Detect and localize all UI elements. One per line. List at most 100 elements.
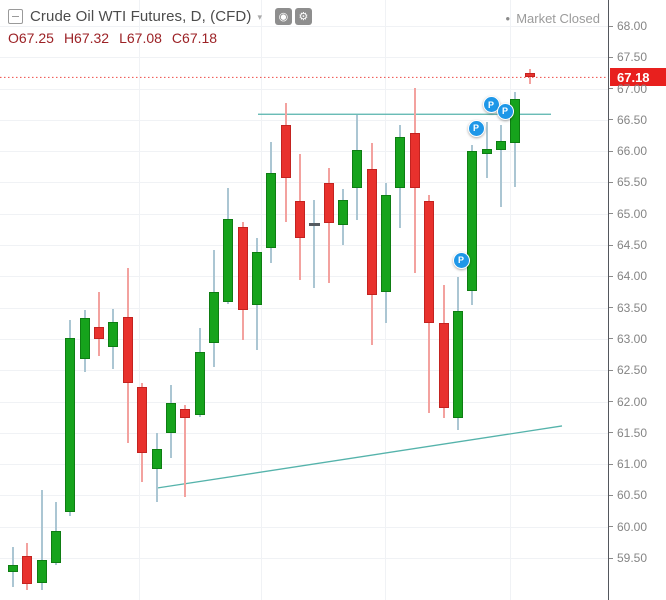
ohlc-item: L67.08 bbox=[119, 30, 162, 46]
grid-line-horizontal bbox=[0, 245, 608, 247]
axis-tick-icon bbox=[609, 369, 613, 371]
axis-tick-icon bbox=[609, 526, 613, 528]
axis-tick-icon bbox=[609, 401, 613, 403]
candle-body bbox=[510, 99, 521, 144]
grid-line-horizontal bbox=[0, 526, 608, 528]
grid-line-horizontal bbox=[0, 370, 608, 372]
symbol-title[interactable]: Crude Oil WTI Futures, D, (CFD) bbox=[30, 7, 252, 25]
axis-tick-icon bbox=[609, 150, 613, 152]
grid-line-horizontal bbox=[0, 432, 608, 434]
price-axis-label: 65.50 bbox=[609, 174, 666, 190]
price-axis-label: 61.00 bbox=[609, 456, 666, 472]
price-axis[interactable]: 67.18 68.00 67.50 67.00 66.50 66.00 65.50 65.0… bbox=[608, 0, 666, 600]
candle-body bbox=[223, 218, 234, 302]
price-axis-label: 68.00 bbox=[609, 18, 666, 34]
chevron-down-icon[interactable]: ▾ bbox=[257, 11, 262, 22]
candle-wick bbox=[184, 404, 187, 498]
price-axis-label: 65.00 bbox=[609, 206, 666, 222]
gear-icon[interactable]: ⚙ bbox=[294, 7, 312, 25]
grid-line-horizontal bbox=[0, 307, 608, 309]
candle-body bbox=[352, 149, 363, 189]
grid-line-horizontal bbox=[0, 495, 608, 497]
candle-body bbox=[79, 318, 90, 359]
candle-body bbox=[208, 292, 219, 343]
ohlc-item: C67.18 bbox=[171, 30, 218, 46]
candle-body bbox=[65, 337, 76, 512]
axis-tick-icon bbox=[609, 181, 613, 183]
candle-body bbox=[338, 200, 349, 226]
candle-body bbox=[194, 352, 205, 416]
position-marker[interactable]: P bbox=[452, 251, 470, 269]
price-axis-label: 61.50 bbox=[609, 425, 666, 441]
drawings-overlay bbox=[0, 76, 608, 489]
grid-line-horizontal bbox=[0, 57, 608, 59]
axis-tick-icon bbox=[609, 432, 613, 434]
candle-body bbox=[180, 409, 191, 418]
candle-body bbox=[524, 72, 535, 78]
grid-line-horizontal bbox=[0, 119, 608, 121]
ohlc-readout: O67.25 H67.32 L67.08 C67.18 bbox=[8, 30, 312, 46]
price-axis-label: 63.00 bbox=[609, 331, 666, 347]
current-price-tag: 67.18 bbox=[610, 68, 666, 87]
candle-body bbox=[323, 183, 334, 224]
eye-toggle-icon[interactable]: ◉ bbox=[274, 7, 292, 25]
candle-body bbox=[424, 201, 435, 323]
price-axis-label: 66.00 bbox=[609, 143, 666, 159]
axis-tick-icon bbox=[609, 119, 613, 121]
axis-tick-icon bbox=[609, 213, 613, 215]
candle-body bbox=[409, 133, 420, 189]
candle-body bbox=[266, 173, 277, 249]
candle-body bbox=[137, 387, 148, 453]
candle-body bbox=[452, 310, 463, 418]
candle-body bbox=[295, 201, 305, 239]
candle-body bbox=[237, 226, 248, 311]
grid-line-horizontal bbox=[0, 26, 608, 27]
axis-tick-icon bbox=[609, 275, 613, 277]
grid-line-horizontal bbox=[0, 464, 608, 466]
grid-line-horizontal bbox=[0, 558, 608, 559]
trendline-support[interactable] bbox=[157, 425, 563, 489]
ohlc-item: H67.32 bbox=[63, 30, 110, 46]
grid-line-horizontal bbox=[0, 401, 608, 403]
axis-tick-icon bbox=[609, 25, 613, 27]
candle-body bbox=[165, 402, 176, 433]
price-axis-label: 59.50 bbox=[609, 550, 666, 566]
status-dot-icon: ● bbox=[505, 14, 511, 23]
price-axis-label: 67.00 bbox=[609, 81, 666, 97]
candle-wick bbox=[499, 124, 502, 207]
grid-line-horizontal bbox=[0, 338, 608, 340]
candle-body bbox=[22, 556, 33, 584]
axis-tick-icon bbox=[609, 338, 613, 340]
candle-body bbox=[309, 223, 321, 227]
candle-body bbox=[151, 449, 162, 470]
candle-body bbox=[108, 322, 119, 348]
candle-wick bbox=[327, 168, 330, 284]
price-axis-label: 64.50 bbox=[609, 237, 666, 253]
grid-line-horizontal bbox=[0, 88, 608, 90]
price-axis-label: 66.50 bbox=[609, 112, 666, 128]
position-marker[interactable]: P bbox=[496, 102, 514, 120]
candle-wick bbox=[40, 489, 43, 590]
candle-body bbox=[51, 531, 62, 563]
position-marker[interactable]: P bbox=[467, 119, 485, 137]
ohlc-item: O67.25 bbox=[8, 30, 54, 46]
candle-body bbox=[395, 136, 406, 189]
candle-wick bbox=[313, 200, 316, 289]
grid-line-vertical bbox=[139, 0, 140, 600]
grid-line-vertical bbox=[510, 0, 511, 600]
grid-line-horizontal bbox=[0, 151, 608, 153]
grid-line-horizontal bbox=[0, 276, 608, 278]
collapse-legend-button[interactable] bbox=[8, 8, 23, 24]
price-axis-label: 60.00 bbox=[609, 519, 666, 535]
candle-body bbox=[251, 251, 262, 306]
axis-tick-icon bbox=[609, 307, 613, 309]
candle-body bbox=[381, 194, 392, 292]
candle-body bbox=[36, 559, 47, 584]
axis-tick-icon bbox=[609, 88, 613, 90]
axis-tick-icon bbox=[609, 557, 613, 559]
market-status: ● Market Closed bbox=[505, 11, 600, 26]
price-axis-label: 67.50 bbox=[609, 49, 666, 65]
candle-body bbox=[481, 148, 492, 155]
